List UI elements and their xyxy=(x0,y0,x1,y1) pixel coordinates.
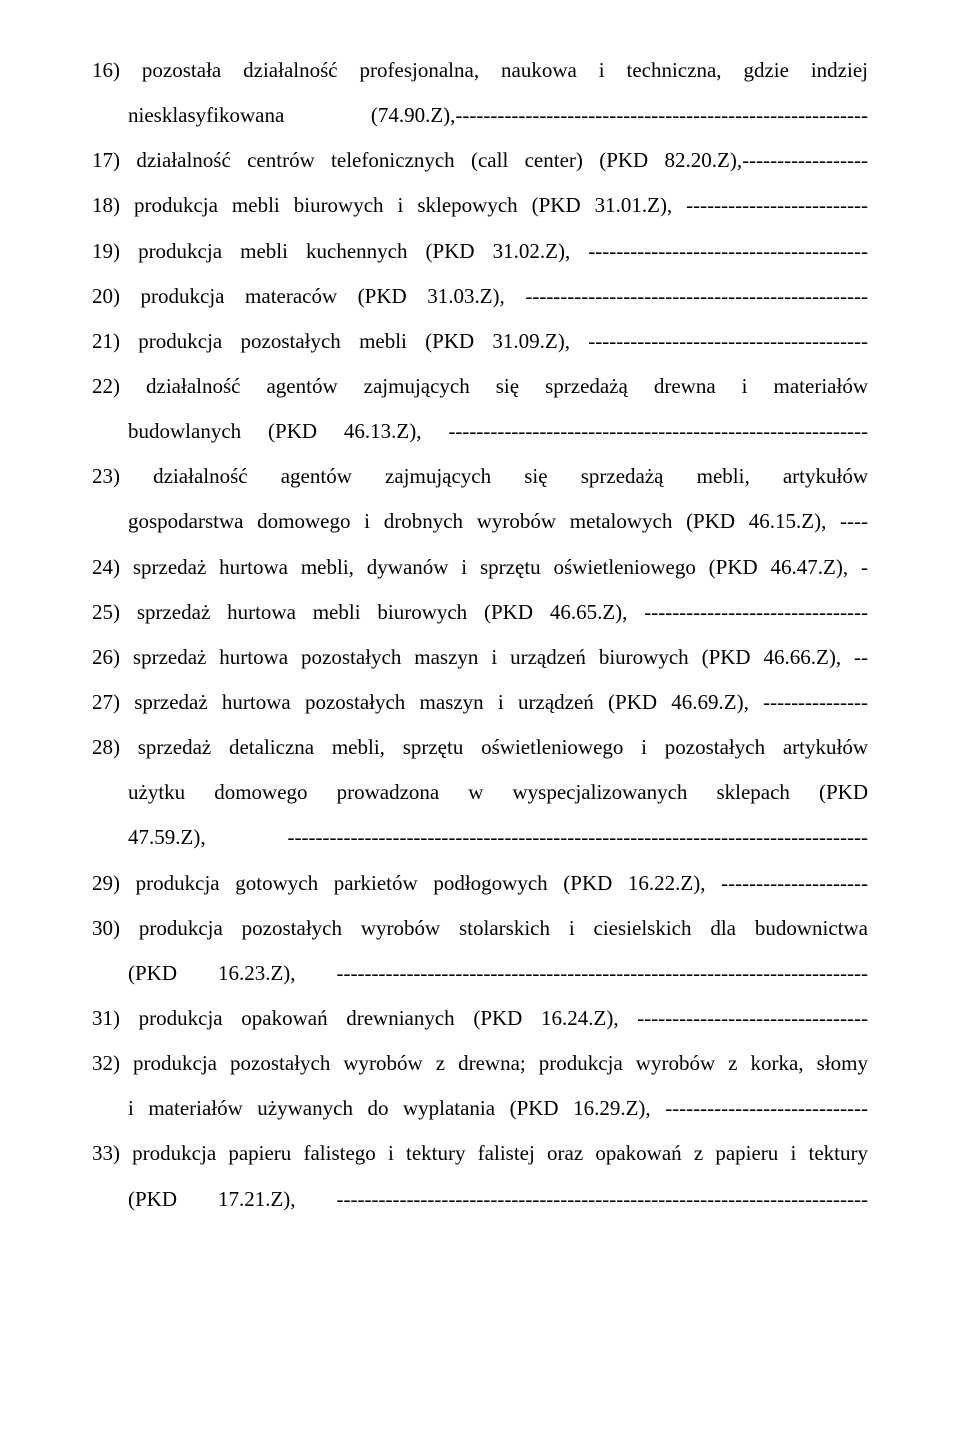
document-line: 25) sprzedaż hurtowa mebli biurowych (PK… xyxy=(92,590,868,635)
document-line: 28) sprzedaż detaliczna mebli, sprzętu o… xyxy=(92,725,868,770)
document-line: budowlanych (PKD 46.13.Z), -------------… xyxy=(92,409,868,454)
document-line: użytku domowego prowadzona w wyspecjaliz… xyxy=(92,770,868,815)
document-page: 16) pozostała działalność profesjonalna,… xyxy=(0,0,960,1444)
document-line: 29) produkcja gotowych parkietów podłogo… xyxy=(92,861,868,906)
document-line: niesklasyfikowana (74.90.Z),------------… xyxy=(92,93,868,138)
document-line: 21) produkcja pozostałych mebli (PKD 31.… xyxy=(92,319,868,364)
document-line: gospodarstwa domowego i drobnych wyrobów… xyxy=(92,499,868,544)
document-line: 31) produkcja opakowań drewnianych (PKD … xyxy=(92,996,868,1041)
document-line: 24) sprzedaż hurtowa mebli, dywanów i sp… xyxy=(92,545,868,590)
document-line: 17) działalność centrów telefonicznych (… xyxy=(92,138,868,183)
document-line: (PKD 17.21.Z), -------------------------… xyxy=(92,1177,868,1222)
document-line: 23) działalność agentów zajmujących się … xyxy=(92,454,868,499)
document-line: 27) sprzedaż hurtowa pozostałych maszyn … xyxy=(92,680,868,725)
document-line: 19) produkcja mebli kuchennych (PKD 31.0… xyxy=(92,229,868,274)
document-line: 30) produkcja pozostałych wyrobów stolar… xyxy=(92,906,868,951)
document-line: 33) produkcja papieru falistego i tektur… xyxy=(92,1131,868,1176)
document-line: 16) pozostała działalność profesjonalna,… xyxy=(92,48,868,93)
document-line: (PKD 16.23.Z), -------------------------… xyxy=(92,951,868,996)
document-line: 18) produkcja mebli biurowych i sklepowy… xyxy=(92,183,868,228)
document-line: 32) produkcja pozostałych wyrobów z drew… xyxy=(92,1041,868,1086)
document-line: 47.59.Z), ------------------------------… xyxy=(92,815,868,860)
document-line: i materiałów używanych do wyplatania (PK… xyxy=(92,1086,868,1131)
document-line: 26) sprzedaż hurtowa pozostałych maszyn … xyxy=(92,635,868,680)
document-line: 20) produkcja materaców (PKD 31.03.Z), -… xyxy=(92,274,868,319)
document-line: 22) działalność agentów zajmujących się … xyxy=(92,364,868,409)
